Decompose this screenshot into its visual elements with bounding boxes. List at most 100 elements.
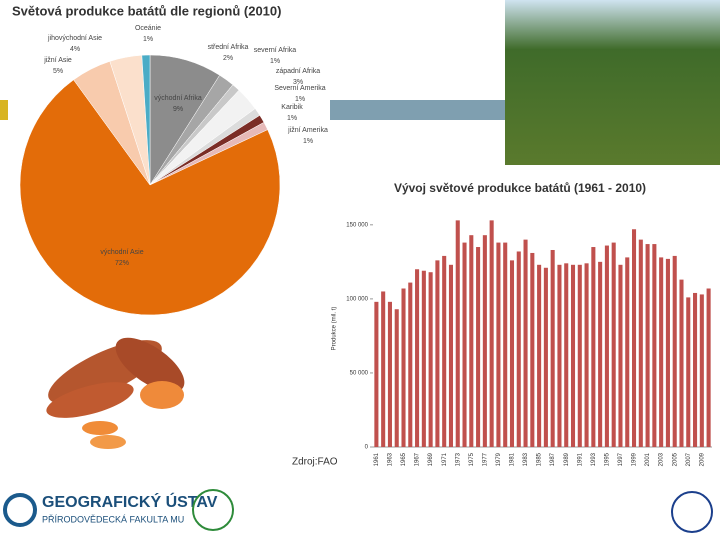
bar bbox=[699, 294, 704, 447]
bar bbox=[543, 267, 548, 447]
bar bbox=[509, 260, 515, 447]
bar bbox=[374, 301, 379, 447]
bar bbox=[401, 288, 406, 447]
bar bbox=[503, 242, 508, 447]
slice-value: 3% bbox=[293, 79, 303, 86]
slice-value: 1% bbox=[270, 58, 280, 65]
bar bbox=[462, 242, 467, 447]
photo-field bbox=[505, 0, 720, 165]
y-tick-label: 100 000 bbox=[346, 296, 368, 302]
bar bbox=[611, 242, 616, 447]
slice-value: 9% bbox=[173, 106, 183, 113]
bar bbox=[435, 260, 440, 447]
bar bbox=[489, 220, 494, 447]
x-tick-label: 1997 bbox=[618, 452, 624, 466]
slice-label: Severní Amerika bbox=[274, 85, 325, 92]
x-tick-label: 1977 bbox=[482, 452, 488, 466]
bar bbox=[570, 264, 576, 447]
accent bbox=[0, 100, 8, 120]
institute: GEOGRAFICKÝ ÚSTAV bbox=[42, 492, 218, 511]
slice-value: 1% bbox=[303, 138, 313, 145]
bar bbox=[672, 255, 677, 447]
slice-value: 72% bbox=[115, 260, 129, 267]
bar bbox=[706, 288, 711, 447]
bar bbox=[564, 263, 569, 447]
bar bbox=[638, 239, 643, 447]
slice-label: jižní Asie bbox=[43, 57, 72, 64]
x-tick-label: 1969 bbox=[428, 452, 434, 466]
bar bbox=[408, 282, 413, 447]
bar bbox=[421, 270, 426, 447]
slice-label: jižní Amerika bbox=[287, 127, 328, 134]
x-tick-label: 2007 bbox=[686, 452, 692, 466]
x-tick-label: 1999 bbox=[632, 452, 638, 466]
bar bbox=[665, 258, 670, 447]
pie-slice bbox=[141, 54, 151, 186]
bar bbox=[679, 279, 684, 447]
x-tick-label: 1985 bbox=[537, 452, 543, 466]
bar bbox=[652, 244, 657, 447]
slice-label: severní Afrika bbox=[254, 47, 297, 54]
slice-label: Karibik bbox=[281, 104, 303, 111]
bar bbox=[584, 263, 589, 447]
slice-value: 2% bbox=[223, 55, 233, 62]
bar bbox=[604, 245, 609, 447]
x-tick-label: 1961 bbox=[374, 452, 380, 466]
faculty: PŘÍRODOVĚDECKÁ FAKULTA MU bbox=[42, 514, 184, 524]
x-tick-label: 1973 bbox=[455, 452, 461, 466]
x-tick-label: 1963 bbox=[388, 452, 394, 466]
bar bbox=[591, 247, 596, 447]
bar bbox=[469, 235, 474, 447]
logo-geo: GEOGRAFICKÝ ÚSTAV PŘÍRODOVĚDECKÁ FAKULTA… bbox=[3, 489, 713, 533]
x-tick-label: 2001 bbox=[645, 452, 651, 466]
x-tick-label: 2003 bbox=[659, 452, 665, 466]
bar bbox=[394, 309, 399, 447]
bar bbox=[428, 272, 433, 447]
x-tick-label: 1971 bbox=[442, 452, 448, 466]
bar bbox=[448, 264, 454, 447]
slice-value: 1% bbox=[295, 96, 305, 103]
x-tick-label: 1983 bbox=[523, 452, 529, 466]
slice-value: 1% bbox=[143, 36, 153, 43]
bar bbox=[625, 257, 630, 447]
bar bbox=[523, 239, 528, 447]
photo-sweet-potato bbox=[46, 337, 185, 449]
bar bbox=[550, 249, 555, 447]
bar bbox=[496, 242, 501, 447]
slice-label: střední Afrika bbox=[208, 44, 249, 51]
bar bbox=[530, 252, 535, 447]
bar bbox=[577, 264, 582, 447]
bar bbox=[618, 264, 623, 447]
x-tick-label: 1965 bbox=[401, 452, 407, 466]
x-tick-label: 1979 bbox=[496, 452, 502, 466]
bar bbox=[693, 292, 698, 447]
slice-value: 1% bbox=[287, 115, 297, 122]
y-tick-label: 150 000 bbox=[346, 222, 368, 228]
source: Zdroj:FAO bbox=[292, 457, 338, 468]
slice-label: Oceánie bbox=[135, 25, 161, 32]
bar-title: Vývoj světové produkce batátů (1961 - 20… bbox=[394, 181, 646, 195]
bar bbox=[482, 235, 487, 447]
bar bbox=[476, 247, 481, 447]
bar bbox=[381, 291, 386, 447]
x-tick-label: 1981 bbox=[510, 452, 516, 466]
band bbox=[330, 100, 505, 120]
bar bbox=[455, 220, 460, 447]
slice-label: východní Afrika bbox=[154, 95, 202, 102]
bar bbox=[516, 251, 521, 447]
x-tick-label: 1975 bbox=[469, 452, 475, 466]
bar bbox=[415, 269, 420, 447]
x-tick-label: 2009 bbox=[699, 452, 705, 466]
x-tick-label: 2005 bbox=[672, 452, 678, 466]
x-tick-label: 1993 bbox=[591, 452, 597, 466]
bar bbox=[631, 229, 637, 447]
x-tick-label: 1987 bbox=[550, 452, 556, 466]
pie-slice bbox=[19, 79, 281, 316]
bar bbox=[598, 261, 603, 447]
bar bbox=[645, 244, 650, 447]
x-tick-label: 1989 bbox=[564, 452, 570, 466]
y-tick-label: 50 000 bbox=[350, 371, 369, 377]
bar bbox=[537, 264, 542, 447]
bar bbox=[659, 257, 664, 447]
